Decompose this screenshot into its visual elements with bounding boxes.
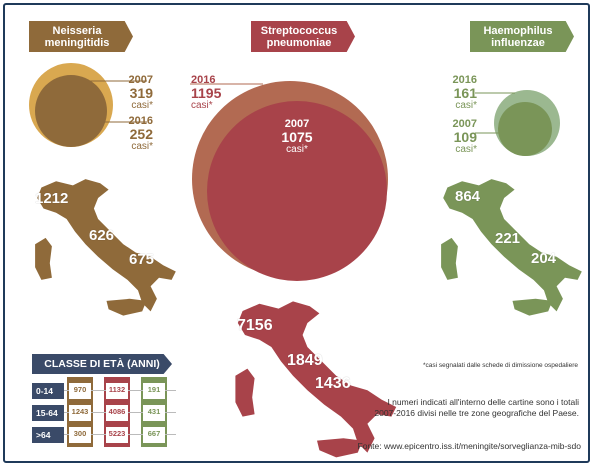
- age-row-0-14: 0-14 970 1132 191: [32, 383, 177, 399]
- neisseria-second-block: 2016 252 casi*: [127, 115, 153, 152]
- strepto-first-count: 1195: [191, 85, 222, 101]
- strepto-second-unit: casi*: [286, 144, 308, 155]
- age-row-label: 15-64: [32, 405, 64, 421]
- footnote: *casi segnalati dalle schede di dimissio…: [423, 362, 579, 369]
- strepto-second-year: 2007: [284, 118, 310, 130]
- age-cell: 1132: [106, 383, 128, 399]
- strepto-first-block: 2016 1195 casi*: [191, 74, 231, 111]
- neisseria-second-unit: casi*: [131, 141, 153, 152]
- strepto-title: Streptococcus pneumoniae: [260, 24, 338, 49]
- haemo-first-count: 161: [453, 85, 477, 101]
- strepto-south-count: 1436: [315, 375, 351, 392]
- haemo-second-count: 109: [453, 129, 477, 145]
- haemo-south-count: 204: [531, 250, 557, 267]
- neisseria-title: Neisseria meningitidis: [44, 24, 110, 49]
- haemo-2007-circle: [498, 102, 552, 156]
- strepto-center-count: 1849: [287, 352, 323, 369]
- age-cell: 191: [143, 383, 165, 399]
- haemo-header: Haemophilus influenzae: [470, 21, 574, 52]
- neisseria-second-count: 252: [129, 126, 153, 142]
- strepto-north-count: 7156: [237, 317, 273, 334]
- haemo-first-block: 2016 161 casi*: [451, 74, 477, 111]
- haemo-first-unit: casi*: [455, 100, 477, 111]
- haemo-second-unit: casi*: [455, 144, 477, 155]
- neisseria-first-count: 319: [129, 85, 153, 101]
- age-cell: 1243: [69, 405, 91, 421]
- haemo-first-year: 2016: [452, 74, 477, 86]
- neisseria-header: Neisseria meningitidis: [29, 21, 133, 52]
- strepto-second-block: 2007 1075 casi*: [277, 118, 317, 155]
- strepto-first-year: 2016: [191, 74, 216, 86]
- age-row-over-64: >64 300 5223 667: [32, 427, 177, 443]
- neisseria-center-count: 626: [89, 227, 115, 244]
- neisseria-first-year: 2007: [128, 74, 153, 86]
- neisseria-first-block: 2007 319 casi*: [127, 74, 153, 111]
- age-row-label: >64: [32, 427, 64, 443]
- age-row-15-64: 15-64 1243 4086 431: [32, 405, 177, 421]
- strepto-2007-circle: [207, 101, 387, 281]
- source-link[interactable]: Fonte: www.epicentro.iss.it/meningite/so…: [357, 441, 581, 451]
- map-note: I numeri indicati all'interno delle cart…: [374, 397, 579, 418]
- haemo-north-count: 864: [455, 188, 481, 205]
- strepto-first-unit: casi*: [191, 100, 213, 111]
- age-table-title: CLASSE DI ETÀ (ANNI): [32, 354, 172, 374]
- age-cell: 4086: [106, 405, 128, 421]
- haemo-second-year: 2007: [452, 118, 477, 130]
- neisseria-north-count: 1212: [35, 190, 69, 207]
- infographic-frame: Neisseria meningitidis Streptococcus pne…: [3, 3, 590, 463]
- age-cell: 970: [69, 383, 91, 399]
- haemo-title: Haemophilus influenzae: [483, 24, 553, 49]
- age-cell: 300: [69, 427, 91, 443]
- strepto-second-count: 1075: [281, 129, 313, 145]
- haemo-center-count: 221: [495, 230, 521, 247]
- strepto-header: Streptococcus pneumoniae: [251, 21, 355, 52]
- neisseria-south-count: 675: [129, 251, 155, 268]
- neisseria-second-year: 2016: [128, 115, 153, 127]
- age-cell: 5223: [106, 427, 128, 443]
- neisseria-first-unit: casi*: [131, 100, 153, 111]
- haemo-second-block: 2007 109 casi*: [451, 118, 477, 155]
- age-cell: 431: [143, 405, 165, 421]
- neisseria-2016-circle: [35, 75, 107, 147]
- age-row-label: 0-14: [32, 383, 64, 399]
- age-cell: 667: [143, 427, 165, 443]
